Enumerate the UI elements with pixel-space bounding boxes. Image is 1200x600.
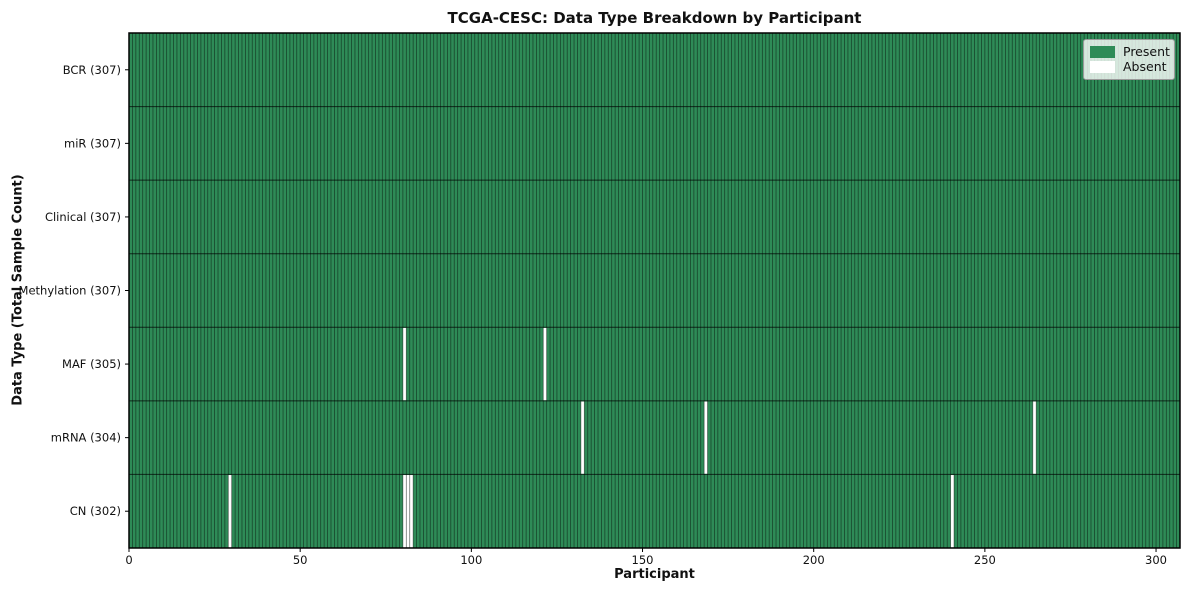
legend-entry-present: Present — [1090, 44, 1170, 59]
heatmap-present-area — [129, 33, 1180, 548]
legend: Present Absent — [1083, 39, 1175, 80]
legend-entry-absent: Absent — [1090, 60, 1168, 74]
y-tick-label: MAF (305) — [62, 357, 121, 371]
chart-title: TCGA-CESC: Data Type Breakdown by Partic… — [447, 9, 862, 27]
absent-swatch-icon — [1090, 61, 1115, 73]
heatmap-cell-absent — [406, 475, 410, 548]
x-tick-label: 300 — [1145, 553, 1167, 567]
present-swatch-icon — [1090, 46, 1115, 58]
y-tick-label: BCR (307) — [63, 63, 121, 77]
x-tick-label: 200 — [803, 553, 825, 567]
y-tick-label: Clinical (307) — [45, 210, 121, 224]
y-tick-label: miR (307) — [64, 136, 121, 150]
y-tick-label: mRNA (304) — [51, 431, 121, 445]
legend-label-absent: Absent — [1123, 59, 1167, 74]
heatmap-cell-absent — [543, 327, 547, 401]
heatmap-cell-absent — [228, 475, 232, 548]
x-tick-label: 100 — [460, 553, 482, 567]
heatmap-cell-absent — [950, 475, 955, 548]
x-tick-label: 250 — [974, 553, 996, 567]
y-tick-label: CN (302) — [70, 504, 121, 518]
heatmap-cell-absent — [1032, 401, 1037, 474]
heatmap-cell-absent — [704, 401, 708, 474]
y-tick-label: Methylation (307) — [19, 284, 121, 298]
x-axis-label: Participant — [614, 567, 695, 582]
heatmap-cell-absent — [409, 475, 414, 548]
legend-label-present: Present — [1123, 44, 1170, 59]
heatmap-cell-absent — [402, 327, 407, 401]
heatmap-cell-absent — [580, 401, 585, 474]
x-tick-label: 150 — [632, 553, 654, 567]
x-tick-label: 0 — [125, 553, 132, 567]
heatmap-cell-absent — [402, 475, 407, 548]
x-tick-label: 50 — [293, 553, 308, 567]
